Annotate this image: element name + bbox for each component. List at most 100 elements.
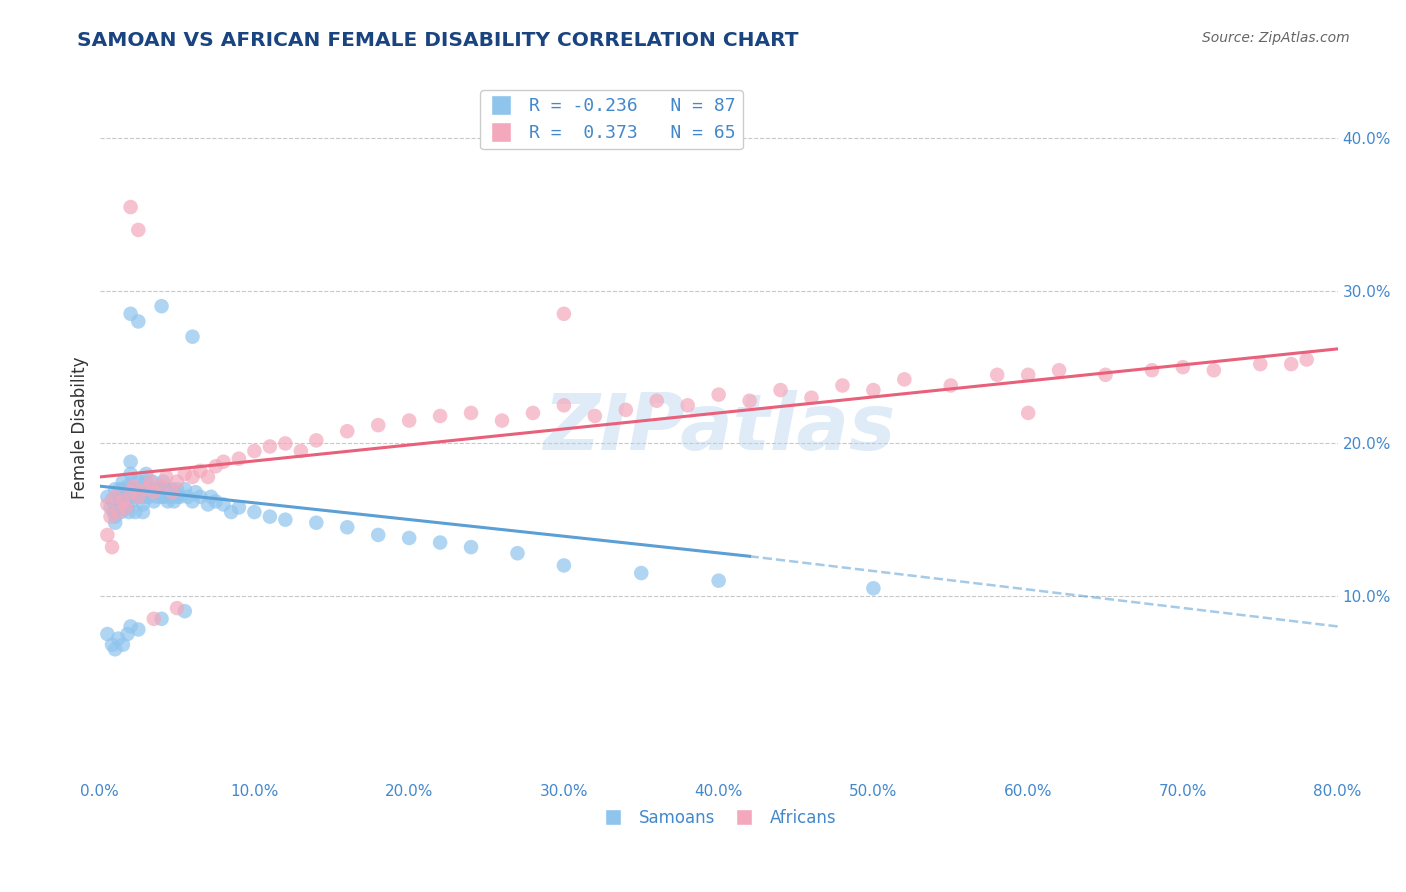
Point (148, 482, 170, 496)
Point (398, 531, 420, 545)
Point (769, 383, 792, 397)
Point (166, 601, 188, 615)
Point (104, 498, 127, 512)
Point (117, 479, 139, 493)
Point (181, 329, 204, 343)
Point (188, 464, 211, 478)
Point (259, 509, 281, 524)
Point (228, 500, 250, 515)
Point (204, 494, 226, 508)
Point (155, 470, 177, 484)
Point (553, 398, 575, 412)
Point (162, 482, 184, 496)
Point (197, 498, 219, 512)
Point (614, 403, 637, 417)
Legend: Samoans, Africans: Samoans, Africans (593, 803, 844, 834)
Point (1171, 360, 1194, 375)
Point (145, 482, 167, 496)
Point (155, 482, 177, 496)
Point (156, 494, 179, 508)
Point (893, 372, 915, 386)
Point (336, 520, 359, 534)
Point (1279, 357, 1302, 371)
Point (104, 516, 127, 530)
Point (831, 378, 853, 392)
Point (862, 582, 884, 596)
Text: ZIPatlas: ZIPatlas (543, 390, 894, 467)
Point (131, 490, 153, 504)
Point (645, 393, 668, 408)
Point (142, 485, 165, 500)
Point (142, 485, 165, 500)
Point (150, 612, 173, 626)
Point (1140, 363, 1163, 377)
Point (1047, 363, 1070, 377)
Point (1017, 406, 1039, 420)
Point (181, 470, 204, 484)
Point (707, 387, 730, 401)
Point (128, 482, 150, 496)
Point (228, 451, 250, 466)
Point (127, 490, 149, 504)
Point (100, 509, 122, 524)
Point (111, 490, 134, 504)
Point (118, 505, 141, 519)
Point (120, 619, 142, 633)
Point (96, 528, 118, 542)
Point (630, 566, 652, 580)
Point (122, 475, 145, 489)
Point (146, 490, 169, 504)
Point (115, 485, 138, 500)
Point (101, 492, 124, 507)
Point (122, 485, 145, 500)
Point (305, 434, 328, 448)
Point (134, 482, 156, 496)
Point (204, 459, 226, 474)
Point (127, 485, 149, 500)
Point (166, 482, 188, 496)
Point (127, 623, 149, 637)
Point (212, 498, 235, 512)
Point (939, 378, 962, 392)
Point (274, 513, 297, 527)
Point (166, 490, 188, 504)
Point (259, 440, 281, 454)
Point (120, 455, 142, 469)
Point (120, 490, 142, 504)
Point (169, 490, 191, 504)
Point (1295, 352, 1317, 367)
Point (243, 505, 266, 519)
Point (460, 540, 482, 554)
Point (738, 393, 761, 408)
Point (163, 494, 186, 508)
Point (111, 482, 134, 496)
Point (100, 500, 122, 515)
Text: Source: ZipAtlas.com: Source: ZipAtlas.com (1202, 31, 1350, 45)
Point (122, 479, 145, 493)
Point (111, 638, 134, 652)
Point (1249, 357, 1271, 371)
Point (107, 632, 129, 646)
Point (107, 505, 129, 519)
Point (112, 494, 135, 508)
Point (141, 475, 163, 489)
Point (166, 475, 188, 489)
Point (96, 627, 118, 641)
Point (197, 470, 219, 484)
Point (142, 494, 165, 508)
Point (553, 307, 575, 321)
Point (142, 612, 165, 626)
Point (124, 505, 146, 519)
Point (150, 490, 173, 504)
Point (676, 398, 699, 412)
Point (110, 505, 132, 519)
Point (111, 494, 134, 508)
Point (162, 485, 184, 500)
Point (139, 475, 162, 489)
Point (150, 482, 173, 496)
Point (120, 467, 142, 481)
Point (104, 642, 127, 657)
Point (120, 307, 142, 321)
Point (108, 482, 131, 496)
Point (139, 482, 162, 496)
